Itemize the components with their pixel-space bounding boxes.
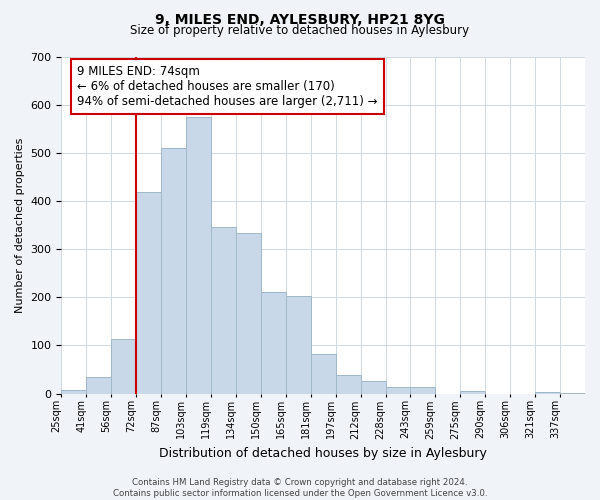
Bar xyxy=(161,148,186,394)
Bar xyxy=(111,339,136,394)
Bar xyxy=(535,392,560,394)
Bar xyxy=(136,192,161,394)
Bar xyxy=(61,390,86,394)
Bar xyxy=(236,233,261,394)
Bar xyxy=(560,392,585,394)
Text: 9 MILES END: 74sqm
← 6% of detached houses are smaller (170)
94% of semi-detache: 9 MILES END: 74sqm ← 6% of detached hous… xyxy=(77,65,377,108)
Text: Contains HM Land Registry data © Crown copyright and database right 2024.
Contai: Contains HM Land Registry data © Crown c… xyxy=(113,478,487,498)
Bar xyxy=(361,380,386,394)
Bar xyxy=(410,388,436,394)
Bar xyxy=(211,228,236,394)
Text: Size of property relative to detached houses in Aylesbury: Size of property relative to detached ho… xyxy=(130,24,470,37)
Bar xyxy=(386,388,410,394)
Bar xyxy=(460,391,485,394)
Bar xyxy=(86,377,111,394)
Bar xyxy=(261,292,286,394)
X-axis label: Distribution of detached houses by size in Aylesbury: Distribution of detached houses by size … xyxy=(159,447,487,460)
Bar xyxy=(335,376,361,394)
Text: 9, MILES END, AYLESBURY, HP21 8YG: 9, MILES END, AYLESBURY, HP21 8YG xyxy=(155,12,445,26)
Bar xyxy=(186,116,211,394)
Y-axis label: Number of detached properties: Number of detached properties xyxy=(15,138,25,312)
Bar xyxy=(311,354,335,394)
Bar xyxy=(286,296,311,394)
